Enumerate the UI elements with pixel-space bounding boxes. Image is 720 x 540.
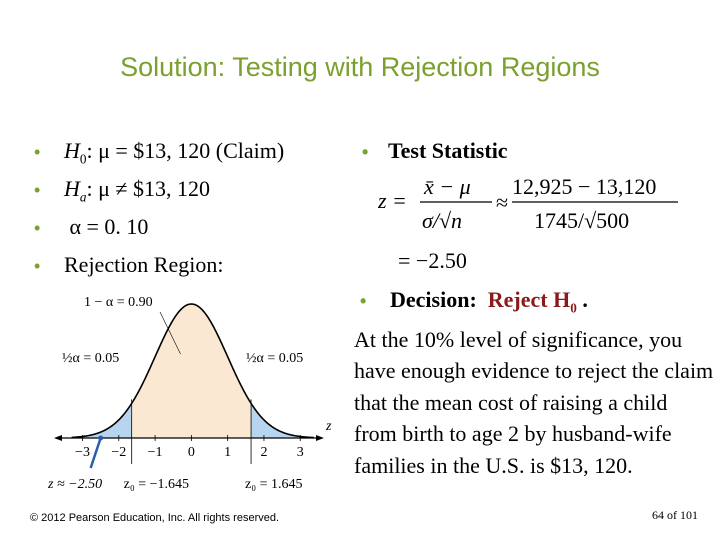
center-region — [131, 304, 252, 438]
denominator-values: 1745/√500 — [534, 208, 629, 233]
normal-curve — [71, 303, 315, 439]
z-equals: z = — [378, 188, 407, 213]
center-label-leader — [159, 311, 181, 355]
rejection-region-label: Rejection Region: — [64, 252, 224, 277]
z0-right-label: z₀ = 1.645 — [245, 477, 303, 492]
right-tail-label: ½α = 0.05 — [246, 351, 303, 366]
test-statistic-heading: • Test Statistic — [362, 132, 508, 171]
slide-title: Solution: Testing with Rejection Regions — [120, 52, 600, 82]
bullet-dot: • — [34, 256, 41, 276]
numerator-values: 12,925 − 13,120 — [512, 174, 656, 199]
h0-statement: : μ = $13, 120 (Claim) — [86, 138, 285, 163]
decision-heading: • Decision: Reject H0 . — [354, 284, 714, 324]
bullet-ha: • Ha: μ ≠ $13, 120 — [34, 170, 284, 208]
left-rejection-region — [71, 404, 132, 438]
test-stat-label: z ≈ −2.50 — [47, 477, 102, 492]
formula-numerator: x̄ − μ — [423, 174, 471, 199]
decision-block: • Decision: Reject H0 . At the 10% level … — [354, 284, 714, 481]
approx-sign: ≈ — [496, 190, 508, 215]
bullet-rejection-region: • Rejection Region: — [34, 246, 284, 284]
bullet-dot: • — [360, 291, 367, 311]
test-stat-leader — [89, 437, 102, 469]
axis-arrow-left — [54, 435, 62, 441]
page-number: 64 of 101 — [652, 508, 698, 522]
tick-label: 2 — [260, 445, 267, 460]
tick-label: −3 — [75, 445, 90, 460]
bullet-alpha: • α = 0. 10 — [34, 208, 284, 246]
bullet-dot: • — [34, 218, 41, 238]
test-statistic-formula: z = x̄ − μ σ/√n ≈ 12,925 − 13,120 1745/√… — [378, 174, 678, 273]
ha-statement: : μ ≠ $13, 120 — [86, 176, 210, 201]
axis-arrow-right — [316, 435, 324, 441]
decision-verdict: Reject H — [487, 287, 571, 312]
decision-body: At the 10% level of significance, you ha… — [354, 326, 714, 478]
tick-label: −1 — [148, 445, 163, 460]
tick-label: 1 — [224, 445, 231, 460]
normal-distribution-chart: z −3 −2 −1 0 1 2 3 1 − α = 0.90 ½α = 0.05 ½α =… — [47, 295, 332, 492]
copyright-footer: © 2012 Pearson Education, Inc. All right… — [30, 512, 280, 524]
tick-label: 3 — [297, 445, 304, 460]
formula-denominator: σ/√n — [422, 208, 462, 233]
tick-label: 0 — [188, 445, 195, 460]
bullet-h0: • H0: μ = $13, 120 (Claim) — [34, 132, 284, 170]
alpha-statement: α = 0. 10 — [69, 214, 149, 239]
z0-left-label: z₀ = −1.645 — [124, 477, 189, 492]
test-stat-marker — [98, 435, 104, 441]
test-statistic-result: = −2.50 — [398, 248, 467, 273]
right-rejection-region — [251, 403, 315, 438]
axis-label-z: z — [325, 419, 332, 434]
bullet-dot: • — [34, 180, 41, 200]
hypothesis-list: • H0: μ = $13, 120 (Claim) • Ha: μ ≠ $13, … — [34, 132, 284, 284]
tick-label: −2 — [111, 445, 126, 460]
bullet-dot: • — [34, 142, 41, 162]
left-tail-label: ½α = 0.05 — [62, 351, 119, 366]
bullet-dot: • — [362, 142, 369, 162]
center-area-label: 1 − α = 0.90 — [84, 295, 153, 310]
